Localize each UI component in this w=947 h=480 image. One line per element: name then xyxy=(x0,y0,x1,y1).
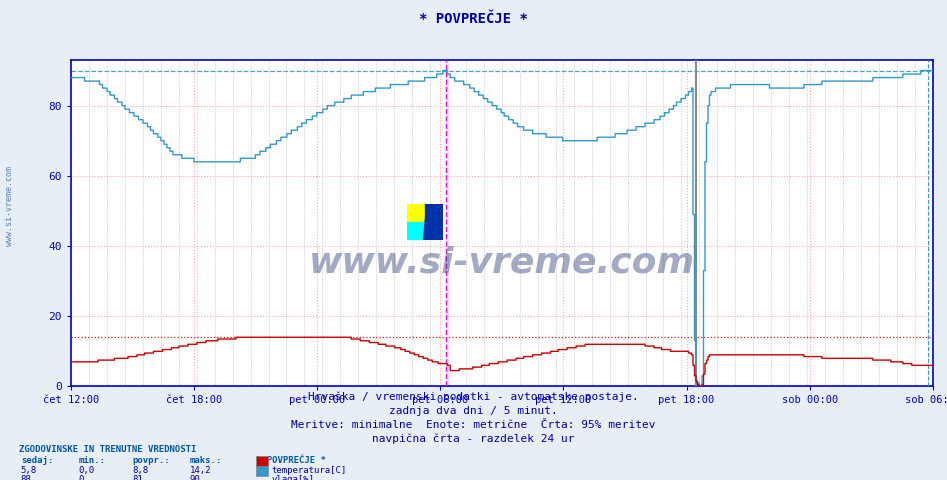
Text: Hrvaška / vremenski podatki - avtomatske postaje.: Hrvaška / vremenski podatki - avtomatske… xyxy=(308,391,639,402)
Text: temperatura[C]: temperatura[C] xyxy=(272,466,347,475)
Text: 8,8: 8,8 xyxy=(133,466,149,475)
Text: * POVPREČJE *: * POVPREČJE * xyxy=(420,12,527,26)
Text: 5,8: 5,8 xyxy=(21,466,37,475)
Text: sedaj:: sedaj: xyxy=(21,456,53,465)
Text: povpr.:: povpr.: xyxy=(133,456,170,465)
Polygon shape xyxy=(425,204,443,240)
Text: ZGODOVINSKE IN TRENUTNE VREDNOSTI: ZGODOVINSKE IN TRENUTNE VREDNOSTI xyxy=(19,445,196,455)
Text: 81: 81 xyxy=(133,475,143,480)
Text: 0,0: 0,0 xyxy=(79,466,95,475)
Text: 0: 0 xyxy=(79,475,84,480)
Text: zadnja dva dni / 5 minut.: zadnja dva dni / 5 minut. xyxy=(389,406,558,416)
Polygon shape xyxy=(407,222,443,240)
Text: www.si-vreme.com: www.si-vreme.com xyxy=(309,245,695,279)
Text: 90: 90 xyxy=(189,475,200,480)
Polygon shape xyxy=(423,204,431,240)
Text: navpična črta - razdelek 24 ur: navpična črta - razdelek 24 ur xyxy=(372,433,575,444)
Text: 88: 88 xyxy=(21,475,31,480)
Text: min.:: min.: xyxy=(79,456,105,465)
Text: vlaga[%]: vlaga[%] xyxy=(272,475,314,480)
Text: * POVPREČJE *: * POVPREČJE * xyxy=(256,456,326,465)
Polygon shape xyxy=(407,204,443,222)
Text: 14,2: 14,2 xyxy=(189,466,211,475)
Text: www.si-vreme.com: www.si-vreme.com xyxy=(5,167,14,246)
Text: Meritve: minimalne  Enote: metrične  Črta: 95% meritev: Meritve: minimalne Enote: metrične Črta:… xyxy=(292,420,655,430)
Text: maks.:: maks.: xyxy=(189,456,222,465)
